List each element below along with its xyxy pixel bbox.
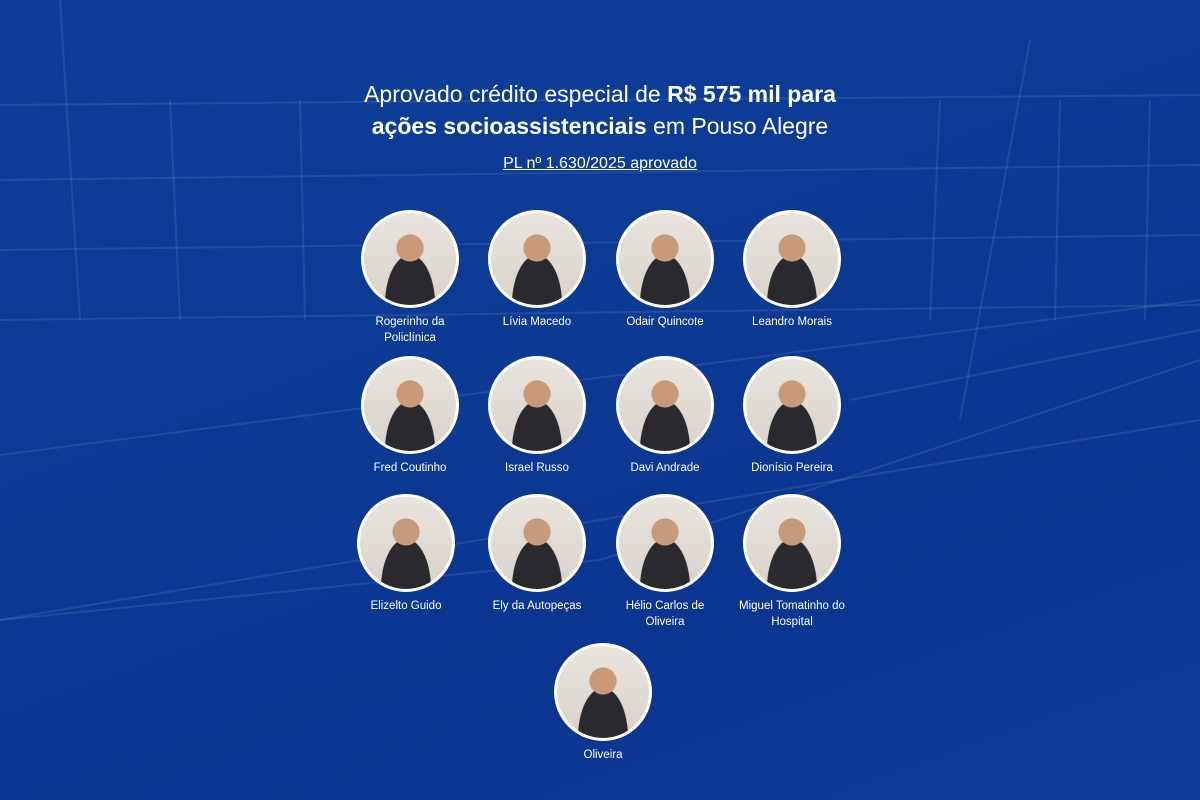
councilor-card: Dionísio Pereira bbox=[717, 356, 867, 476]
councilor-photo bbox=[743, 494, 841, 592]
councilor-card: Leandro Morais bbox=[717, 210, 867, 330]
councilor-card: Ely da Autopeças bbox=[462, 494, 612, 614]
councilor-photo bbox=[616, 356, 714, 454]
councilor-photo bbox=[743, 356, 841, 454]
councilor-name: Miguel Tomatinho do Hospital bbox=[739, 600, 845, 628]
councilor-photo bbox=[357, 494, 455, 592]
councilor-card: Hélio Carlos de Oliveira bbox=[590, 494, 740, 630]
councilor-name: Leandro Morais bbox=[752, 316, 832, 328]
councilor-card: Odair Quincote bbox=[590, 210, 740, 330]
councilor-card: Elizelto Guido bbox=[331, 494, 481, 614]
councilor-card: Rogerinho da Policlínica bbox=[335, 210, 485, 346]
councilor-name: Davi Andrade bbox=[630, 462, 700, 474]
councilor-photo bbox=[488, 356, 586, 454]
councilor-name: Dionísio Pereira bbox=[751, 462, 833, 474]
councilor-name: Hélio Carlos de Oliveira bbox=[625, 600, 705, 628]
councilor-photo bbox=[361, 356, 459, 454]
councilor-photo bbox=[488, 210, 586, 308]
councilor-photo bbox=[554, 643, 652, 741]
councilor-card: Fred Coutinho bbox=[335, 356, 485, 476]
councilor-name: Odair Quincote bbox=[626, 316, 704, 328]
councilor-name: Israel Russo bbox=[505, 462, 569, 474]
councilor-name: Rogerinho da Policlínica bbox=[375, 316, 445, 344]
councilor-card: Miguel Tomatinho do Hospital bbox=[717, 494, 867, 630]
councilor-card: Davi Andrade bbox=[590, 356, 740, 476]
councilor-photo bbox=[488, 494, 586, 592]
councilor-name: Ely da Autopeças bbox=[492, 600, 582, 612]
councilor-photo bbox=[743, 210, 841, 308]
councilor-name: Fred Coutinho bbox=[373, 462, 447, 474]
councilor-name: Oliveira bbox=[583, 749, 623, 761]
councilor-name: Lívia Macedo bbox=[502, 316, 572, 328]
councilor-card: Israel Russo bbox=[462, 356, 612, 476]
councilor-card: Oliveira bbox=[528, 643, 678, 763]
bill-link[interactable]: PL nº 1.630/2025 aprovado bbox=[503, 155, 697, 172]
councilor-photo bbox=[616, 494, 714, 592]
councilor-name: Elizelto Guido bbox=[370, 600, 442, 612]
headline: Aprovado crédito especial de R$ 575 mil … bbox=[364, 81, 836, 139]
councilor-card: Lívia Macedo bbox=[462, 210, 612, 330]
councilor-photo bbox=[616, 210, 714, 308]
councilor-photo bbox=[361, 210, 459, 308]
